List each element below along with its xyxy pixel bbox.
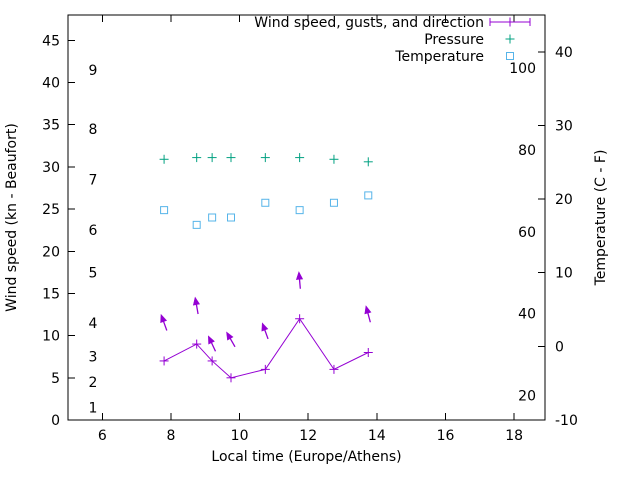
gust-arrow-shaft <box>264 329 269 340</box>
gust-arrow <box>226 331 236 348</box>
beaufort-label: 5 <box>89 265 98 281</box>
wind-point-marker <box>159 356 169 366</box>
beaufort-label: 2 <box>89 375 98 391</box>
gust-arrow-head <box>295 271 304 280</box>
pressure-marker <box>159 154 169 164</box>
x-tick-label: 8 <box>166 428 175 444</box>
gust-arrow <box>364 305 372 323</box>
wind-point-marker <box>192 339 202 349</box>
temperature-marker <box>364 191 373 200</box>
gust-arrow-shaft <box>367 312 371 323</box>
gust-arrow-shaft <box>298 278 301 289</box>
legend-label-temperature: Temperature <box>394 49 484 65</box>
fahrenheit-label: 80 <box>518 143 536 159</box>
x-tick-label: 14 <box>368 428 386 444</box>
gust-arrow-head <box>160 313 168 324</box>
fahrenheit-label: 100 <box>509 61 536 77</box>
y-right-tick-label: 40 <box>555 45 573 61</box>
beaufort-label: 1 <box>89 400 98 416</box>
x-tick-label: 10 <box>231 428 249 444</box>
beaufort-label: 4 <box>89 316 98 332</box>
gust-arrow-head <box>261 322 269 332</box>
temperature-marker <box>295 206 304 215</box>
y-right-tick-label: -10 <box>555 413 578 429</box>
gust-arrow-head <box>364 305 372 315</box>
gust-arrow-head <box>192 296 200 306</box>
wind-point-marker <box>295 314 305 324</box>
y-left-tick-label: 25 <box>42 202 60 218</box>
legend-label-wind: Wind speed, gusts, and direction <box>254 15 484 31</box>
legend-sample-plus <box>505 17 515 27</box>
gust-arrow <box>261 322 269 340</box>
wind-point-marker <box>329 364 339 374</box>
y-left-tick-label: 30 <box>42 160 60 176</box>
gust-arrow-shaft <box>162 320 168 331</box>
wind-point-marker <box>260 364 270 374</box>
gust-arrow-shaft <box>210 341 217 352</box>
pressure-marker <box>207 153 217 163</box>
pressure-marker <box>329 154 339 164</box>
wind-point-marker <box>207 356 217 366</box>
wind-speed-line <box>163 317 369 379</box>
pressure-marker <box>192 153 202 163</box>
y-left-tick-label: 35 <box>42 118 60 134</box>
x-tick-label: 16 <box>437 428 455 444</box>
y-left-tick-label: 10 <box>42 329 60 345</box>
pressure-marker <box>295 153 305 163</box>
pressure-marker <box>226 153 236 163</box>
y-right-tick-label: 0 <box>555 339 564 355</box>
x-tick-label: 6 <box>98 428 107 444</box>
beaufort-label: 8 <box>89 122 98 138</box>
fahrenheit-label: 40 <box>518 307 536 323</box>
temperature-marker <box>208 213 217 222</box>
y-axis-title-right: Temperature (C - F) <box>593 150 609 287</box>
y-right-tick-label: 10 <box>555 266 573 282</box>
y-left-tick-label: 20 <box>42 244 60 260</box>
temperature-marker <box>227 213 236 222</box>
temperature-marker <box>192 220 201 229</box>
pressure-marker <box>363 157 373 167</box>
gust-arrow <box>192 296 200 315</box>
y-left-tick-label: 45 <box>42 33 60 49</box>
fahrenheit-label: 20 <box>518 388 536 404</box>
legend-label-pressure: Pressure <box>424 32 484 48</box>
beaufort-label: 7 <box>89 173 98 189</box>
gust-arrow <box>160 313 168 331</box>
gust-arrow-shaft <box>229 337 236 348</box>
gust-arrow <box>295 271 304 289</box>
x-tick-label: 12 <box>299 428 317 444</box>
y-left-tick-label: 15 <box>42 286 60 302</box>
temperature-marker <box>160 206 169 215</box>
gust-arrow-shaft <box>195 304 199 315</box>
legend-marker-pressure <box>505 34 515 44</box>
beaufort-label: 3 <box>89 350 98 366</box>
gust-arrow <box>208 335 217 352</box>
wind-point-marker <box>363 348 373 357</box>
beaufort-label: 6 <box>89 223 98 239</box>
y-axis-title-left: Wind speed (kn - Beaufort) <box>4 123 20 312</box>
gust-arrow-head <box>226 331 234 341</box>
gust-arrow-head <box>208 335 215 345</box>
pressure-marker <box>260 153 270 163</box>
x-axis-title: Local time (Europe/Athens) <box>211 449 401 465</box>
beaufort-label: 9 <box>89 63 98 79</box>
y-right-tick-label: 30 <box>555 118 573 134</box>
x-tick-label: 18 <box>505 428 523 444</box>
plot-border <box>67 14 546 421</box>
temperature-marker <box>261 198 270 207</box>
fahrenheit-label: 60 <box>518 225 536 241</box>
legend-marker-temperature <box>506 52 514 60</box>
y-left-tick-label: 0 <box>51 413 60 429</box>
y-right-tick-label: 20 <box>555 192 573 208</box>
y-left-tick-label: 40 <box>42 76 60 92</box>
temperature-marker <box>329 198 338 207</box>
wind-point-marker <box>226 373 236 383</box>
y-left-tick-label: 5 <box>51 371 60 387</box>
